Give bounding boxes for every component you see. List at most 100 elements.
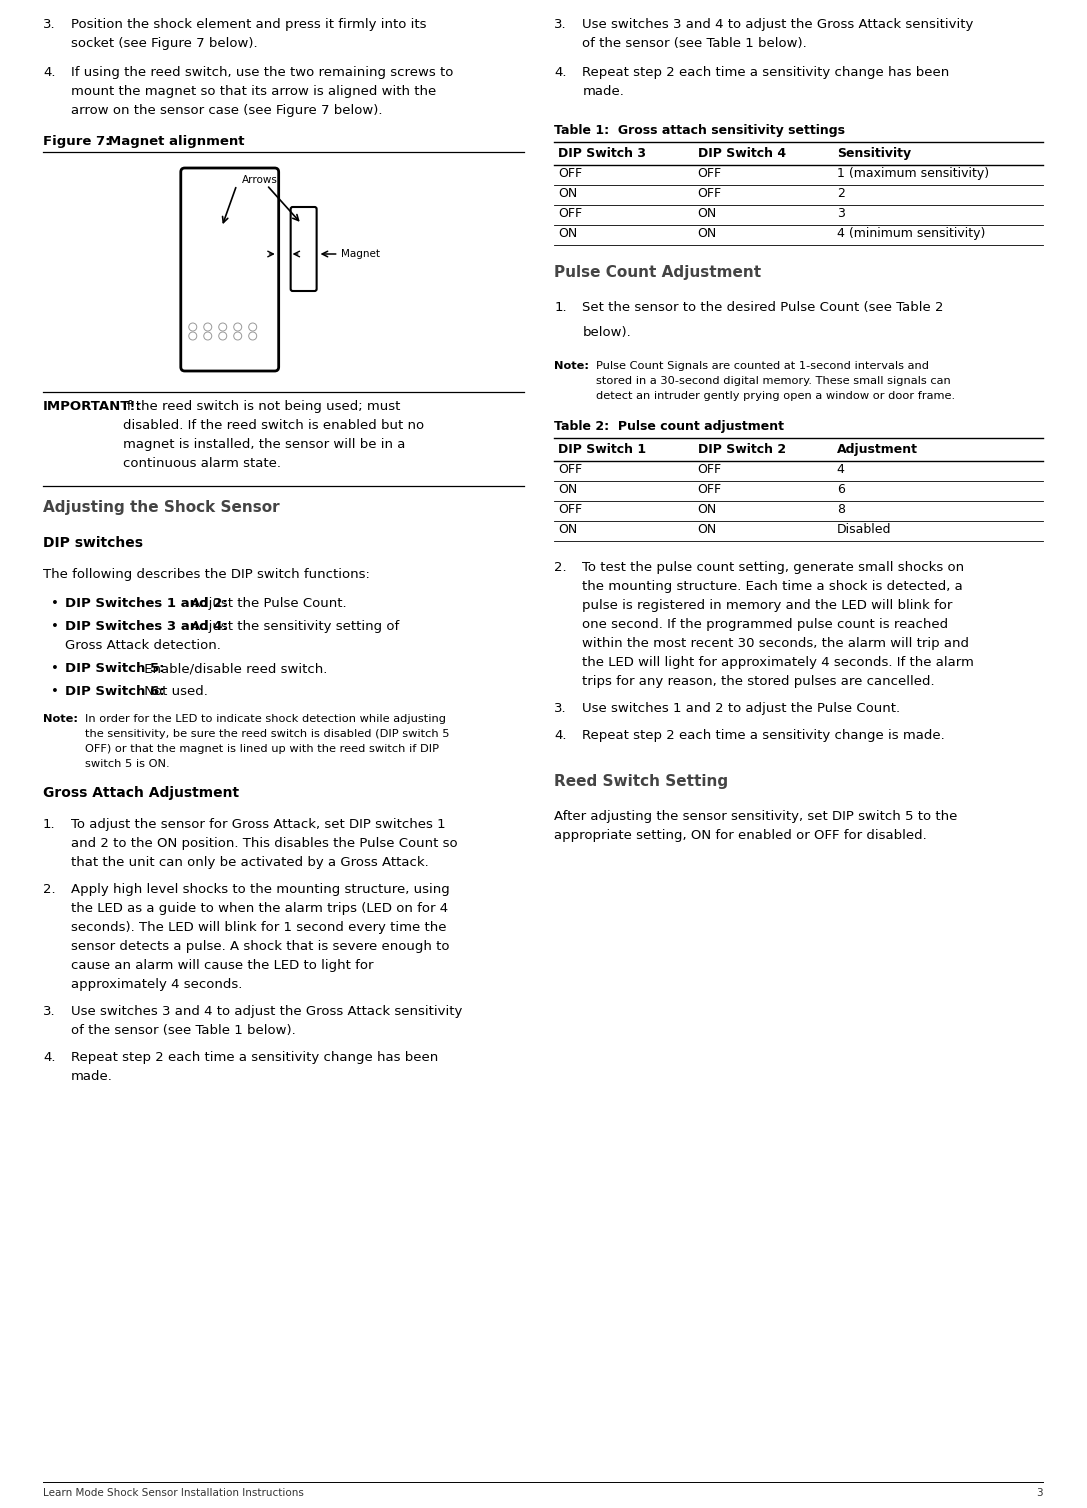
Text: Enable/disable reed switch.: Enable/disable reed switch. — [140, 662, 327, 676]
Text: DIP Switches 3 and 4:: DIP Switches 3 and 4: — [65, 620, 228, 633]
Text: OFF: OFF — [559, 167, 583, 179]
Text: 8: 8 — [837, 504, 845, 516]
Text: Repeat step 2 each time a sensitivity change has been: Repeat step 2 each time a sensitivity ch… — [71, 1051, 438, 1065]
Text: Set the sensor to the desired Pulse Count (see Table 2: Set the sensor to the desired Pulse Coun… — [583, 302, 944, 314]
Text: Apply high level shocks to the mounting structure, using: Apply high level shocks to the mounting … — [71, 884, 450, 896]
Text: 3: 3 — [837, 207, 845, 220]
Text: Adjustment: Adjustment — [837, 443, 917, 455]
Text: OFF: OFF — [698, 167, 722, 179]
Text: approximately 4 seconds.: approximately 4 seconds. — [71, 979, 242, 991]
Text: 3.: 3. — [554, 18, 567, 32]
Text: Gross Attach Adjustment: Gross Attach Adjustment — [43, 786, 239, 801]
Text: and 2 to the ON position. This disables the Pulse Count so: and 2 to the ON position. This disables … — [71, 837, 458, 851]
Text: •: • — [51, 620, 59, 633]
Text: 4 (minimum sensitivity): 4 (minimum sensitivity) — [837, 228, 985, 240]
Text: Position the shock element and press it firmly into its: Position the shock element and press it … — [71, 18, 426, 32]
Text: Table 1:  Gross attach sensitivity settings: Table 1: Gross attach sensitivity settin… — [554, 124, 846, 137]
Text: DIP Switches 1 and 2:: DIP Switches 1 and 2: — [65, 597, 227, 611]
Text: DIP Switch 5:: DIP Switch 5: — [65, 662, 164, 676]
Text: that the unit can only be activated by a Gross Attack.: that the unit can only be activated by a… — [71, 857, 428, 869]
Text: The following describes the DIP switch functions:: The following describes the DIP switch f… — [43, 569, 370, 581]
Text: DIP Switch 3: DIP Switch 3 — [559, 146, 647, 160]
Text: OFF: OFF — [559, 463, 583, 477]
Text: ON: ON — [559, 228, 577, 240]
Text: within the most recent 30 seconds, the alarm will trip and: within the most recent 30 seconds, the a… — [583, 636, 970, 650]
Text: ON: ON — [698, 523, 716, 535]
Text: DIP switches: DIP switches — [43, 535, 143, 550]
Text: OFF) or that the magnet is lined up with the reed switch if DIP: OFF) or that the magnet is lined up with… — [85, 743, 439, 754]
Text: Note:: Note: — [554, 360, 589, 371]
Text: To test the pulse count setting, generate small shocks on: To test the pulse count setting, generat… — [583, 561, 964, 575]
Text: appropriate setting, ON for enabled or OFF for disabled.: appropriate setting, ON for enabled or O… — [554, 829, 927, 841]
Text: Pulse Count Adjustment: Pulse Count Adjustment — [554, 265, 762, 280]
Text: cause an alarm will cause the LED to light for: cause an alarm will cause the LED to lig… — [71, 959, 374, 973]
Text: OFF: OFF — [698, 483, 722, 496]
Text: •: • — [51, 662, 59, 676]
Text: OFF: OFF — [698, 463, 722, 477]
Text: ON: ON — [559, 523, 577, 535]
FancyBboxPatch shape — [180, 167, 278, 371]
Text: DIP Switch 4: DIP Switch 4 — [698, 146, 786, 160]
Text: 1 (maximum sensitivity): 1 (maximum sensitivity) — [837, 167, 989, 179]
Text: DIP Switch 6:: DIP Switch 6: — [65, 685, 164, 698]
Text: DIP Switch 1: DIP Switch 1 — [559, 443, 647, 455]
FancyBboxPatch shape — [290, 207, 316, 291]
Text: ON: ON — [698, 504, 716, 516]
Text: Repeat step 2 each time a sensitivity change is made.: Repeat step 2 each time a sensitivity ch… — [583, 728, 945, 742]
Text: 1.: 1. — [43, 817, 55, 831]
Text: 4.: 4. — [43, 1051, 55, 1065]
Text: the LED as a guide to when the alarm trips (LED on for 4: the LED as a guide to when the alarm tri… — [71, 902, 448, 915]
Text: mount the magnet so that its arrow is aligned with the: mount the magnet so that its arrow is al… — [71, 84, 436, 98]
Text: Magnet alignment: Magnet alignment — [108, 136, 245, 148]
Text: 3.: 3. — [43, 18, 55, 32]
Text: •: • — [51, 597, 59, 611]
Text: In order for the LED to indicate shock detection while adjusting: In order for the LED to indicate shock d… — [85, 713, 446, 724]
Text: seconds). The LED will blink for 1 second every time the: seconds). The LED will blink for 1 secon… — [71, 921, 447, 933]
Text: Use switches 3 and 4 to adjust the Gross Attack sensitivity: Use switches 3 and 4 to adjust the Gross… — [583, 18, 974, 32]
Text: switch 5 is ON.: switch 5 is ON. — [85, 759, 170, 769]
Text: 4.: 4. — [554, 728, 566, 742]
Text: Adjusting the Shock Sensor: Adjusting the Shock Sensor — [43, 501, 279, 516]
Text: Learn Mode Shock Sensor Installation Instructions: Learn Mode Shock Sensor Installation Ins… — [43, 1488, 304, 1497]
Text: Table 2:  Pulse count adjustment: Table 2: Pulse count adjustment — [554, 421, 785, 433]
Text: ON: ON — [559, 483, 577, 496]
Text: •: • — [51, 685, 59, 698]
Text: of the sensor (see Table 1 below).: of the sensor (see Table 1 below). — [71, 1024, 296, 1038]
Text: Disabled: Disabled — [837, 523, 891, 535]
Text: one second. If the programmed pulse count is reached: one second. If the programmed pulse coun… — [583, 618, 949, 630]
Text: 3.: 3. — [554, 703, 567, 715]
Text: OFF: OFF — [559, 504, 583, 516]
Text: magnet is installed, the sensor will be in a: magnet is installed, the sensor will be … — [123, 437, 405, 451]
Text: Sensitivity: Sensitivity — [837, 146, 911, 160]
Text: pulse is registered in memory and the LED will blink for: pulse is registered in memory and the LE… — [583, 599, 952, 612]
Text: 3: 3 — [1036, 1488, 1042, 1497]
Text: 6: 6 — [837, 483, 845, 496]
Text: 2: 2 — [837, 187, 845, 201]
Text: Not used.: Not used. — [140, 685, 208, 698]
Text: Magnet: Magnet — [340, 249, 379, 259]
Text: made.: made. — [583, 84, 624, 98]
Text: Reed Switch Setting: Reed Switch Setting — [554, 774, 728, 789]
Text: Gross Attack detection.: Gross Attack detection. — [65, 639, 221, 651]
Text: ON: ON — [698, 207, 716, 220]
Text: If using the reed switch, use the two remaining screws to: If using the reed switch, use the two re… — [71, 66, 453, 78]
Text: After adjusting the sensor sensitivity, set DIP switch 5 to the: After adjusting the sensor sensitivity, … — [554, 810, 958, 823]
Text: continuous alarm state.: continuous alarm state. — [123, 457, 280, 470]
Text: To adjust the sensor for Gross Attack, set DIP switches 1: To adjust the sensor for Gross Attack, s… — [71, 817, 446, 831]
Text: 4.: 4. — [43, 66, 55, 78]
Text: Use switches 1 and 2 to adjust the Pulse Count.: Use switches 1 and 2 to adjust the Pulse… — [583, 703, 900, 715]
Text: the mounting structure. Each time a shock is detected, a: the mounting structure. Each time a shoc… — [583, 581, 963, 593]
Text: Arrows: Arrows — [241, 175, 277, 185]
Text: ON: ON — [559, 187, 577, 201]
Text: OFF: OFF — [698, 187, 722, 201]
Text: arrow on the sensor case (see Figure 7 below).: arrow on the sensor case (see Figure 7 b… — [71, 104, 383, 118]
Text: disabled. If the reed switch is enabled but no: disabled. If the reed switch is enabled … — [123, 419, 424, 431]
Text: DIP Switch 2: DIP Switch 2 — [698, 443, 786, 455]
Text: Adjust the sensitivity setting of: Adjust the sensitivity setting of — [187, 620, 399, 633]
Text: Figure 7:: Figure 7: — [43, 136, 111, 148]
Text: OFF: OFF — [559, 207, 583, 220]
Text: 4.: 4. — [554, 66, 566, 78]
Text: 2.: 2. — [43, 884, 55, 896]
Text: 4: 4 — [837, 463, 845, 477]
Text: made.: made. — [71, 1071, 113, 1083]
